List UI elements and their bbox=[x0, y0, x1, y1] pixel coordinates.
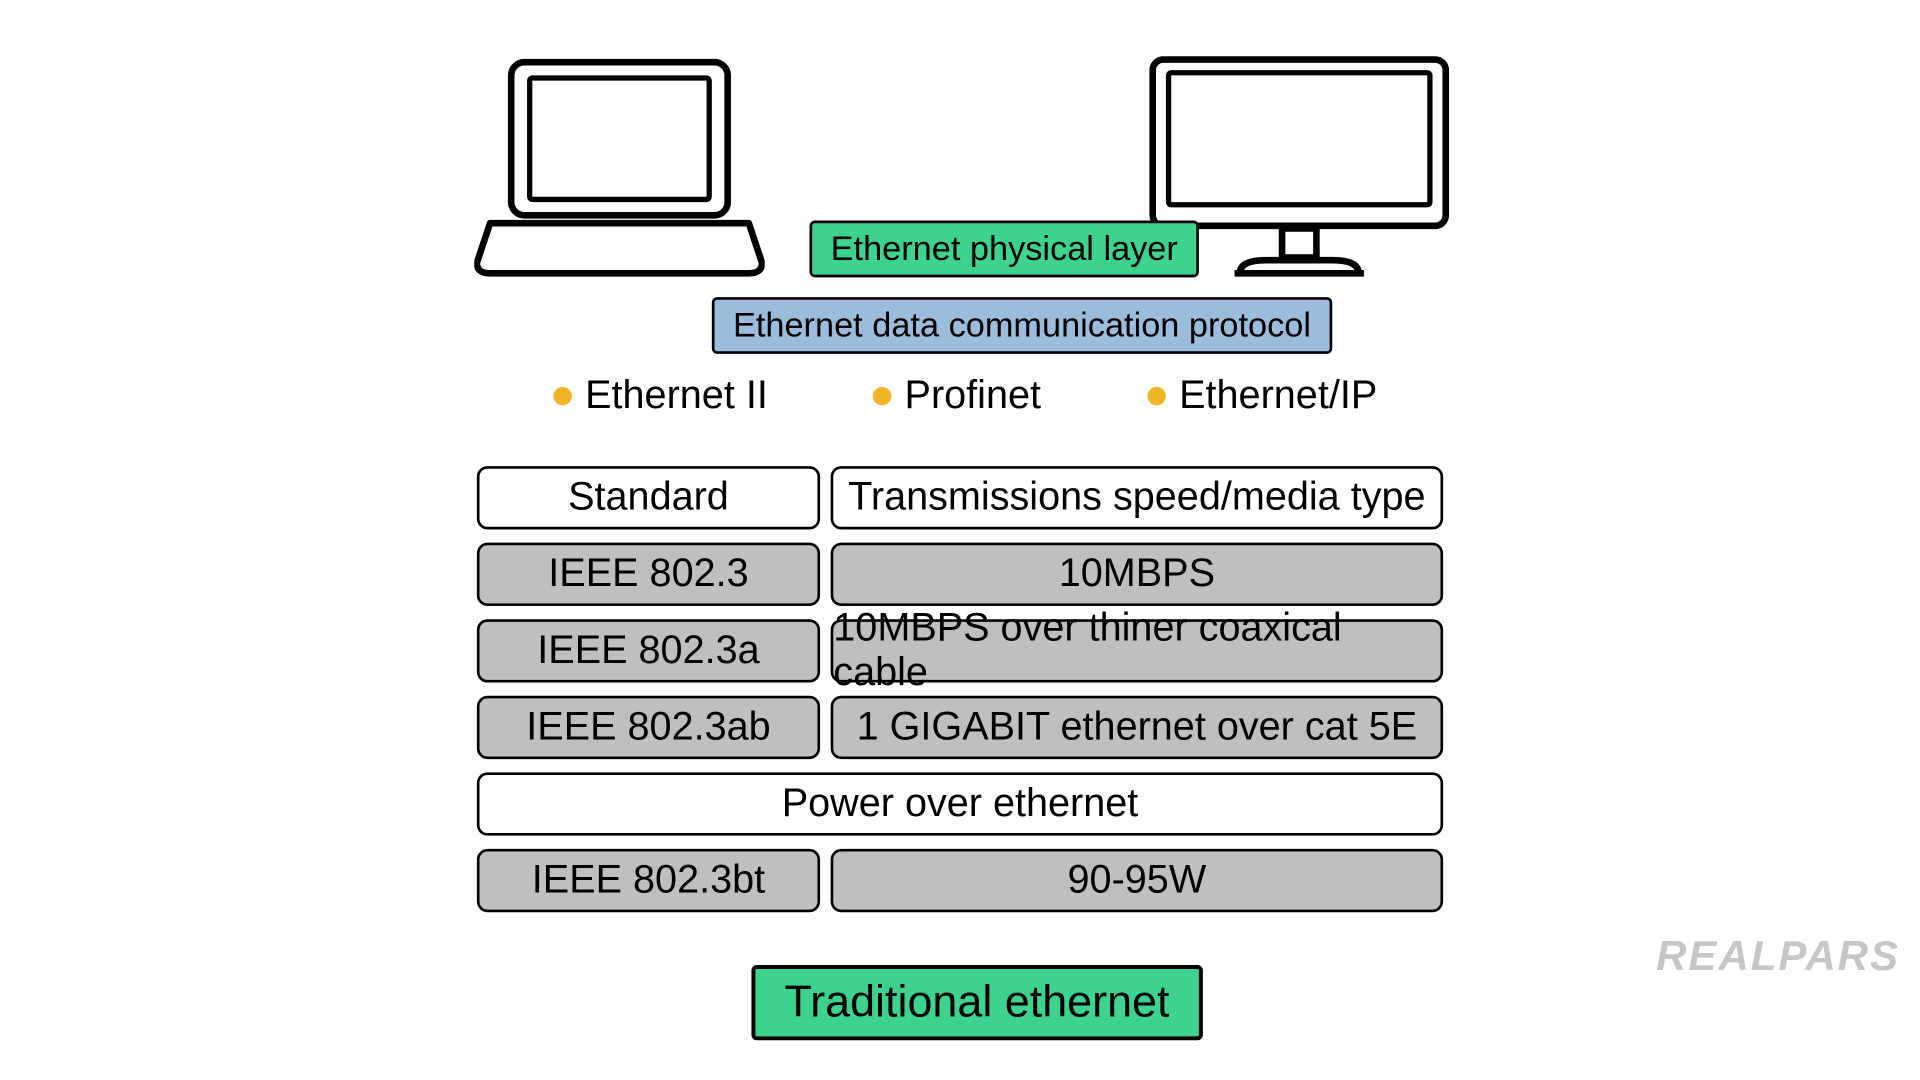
bullet-text: Ethernet II bbox=[585, 374, 768, 419]
section-text: Power over ethernet bbox=[782, 782, 1139, 827]
bullet-dot-icon bbox=[1147, 387, 1165, 405]
realpars-logo: REALPARS bbox=[1656, 932, 1900, 980]
table-cell-standard: IEEE 802.3a bbox=[477, 619, 820, 682]
table-cell-speed: 1 GIGABIT ethernet over cat 5E bbox=[831, 696, 1443, 759]
table-header-standard: Standard bbox=[477, 466, 820, 529]
cell-text: 90-95W bbox=[1068, 858, 1207, 903]
table-cell-standard: IEEE 802.3ab bbox=[477, 696, 820, 759]
diagram-canvas: Ethernet physical layer Ethernet data co… bbox=[0, 1, 1920, 1078]
table-cell-speed: 90-95W bbox=[831, 849, 1443, 912]
cell-text: IEEE 802.3a bbox=[537, 628, 759, 673]
bullet-ethernet-ip: Ethernet/IP bbox=[1147, 374, 1377, 419]
physical-layer-text: Ethernet physical layer bbox=[831, 228, 1178, 269]
cell-text: IEEE 802.3bt bbox=[532, 858, 765, 903]
bullet-profinet: Profinet bbox=[873, 374, 1041, 419]
table-cell-speed: 10MBPS bbox=[831, 543, 1443, 606]
traditional-ethernet-label: Traditional ethernet bbox=[751, 965, 1202, 1040]
bullet-dot-icon bbox=[873, 387, 891, 405]
data-protocol-text: Ethernet data communication protocol bbox=[733, 305, 1311, 346]
cell-text: 1 GIGABIT ethernet over cat 5E bbox=[857, 705, 1418, 750]
header-text: Standard bbox=[568, 475, 729, 520]
cell-text: 10MBPS bbox=[1059, 552, 1215, 597]
header-text: Transmissions speed/media type bbox=[848, 475, 1425, 520]
bullet-text: Ethernet/IP bbox=[1179, 374, 1377, 419]
laptop-icon bbox=[474, 54, 764, 278]
logo-text: REALPARS bbox=[1656, 932, 1900, 979]
table-cell-standard: IEEE 802.3 bbox=[477, 543, 820, 606]
bullet-dot-icon bbox=[553, 387, 571, 405]
bullet-ethernet-ii: Ethernet II bbox=[553, 374, 767, 419]
table-header-speed: Transmissions speed/media type bbox=[831, 466, 1443, 529]
data-protocol-label: Ethernet data communication protocol bbox=[712, 297, 1332, 354]
bottom-label-text: Traditional ethernet bbox=[784, 977, 1169, 1028]
cell-text: IEEE 802.3ab bbox=[526, 705, 770, 750]
physical-layer-label: Ethernet physical layer bbox=[810, 221, 1199, 278]
table-cell-standard: IEEE 802.3bt bbox=[477, 849, 820, 912]
cell-text: IEEE 802.3 bbox=[548, 552, 748, 597]
cell-text: 10MBPS over thiner coaxical cable bbox=[833, 606, 1440, 696]
table-section-header: Power over ethernet bbox=[477, 772, 1443, 835]
bullet-text: Profinet bbox=[905, 374, 1041, 419]
table-cell-speed: 10MBPS over thiner coaxical cable bbox=[831, 619, 1443, 682]
